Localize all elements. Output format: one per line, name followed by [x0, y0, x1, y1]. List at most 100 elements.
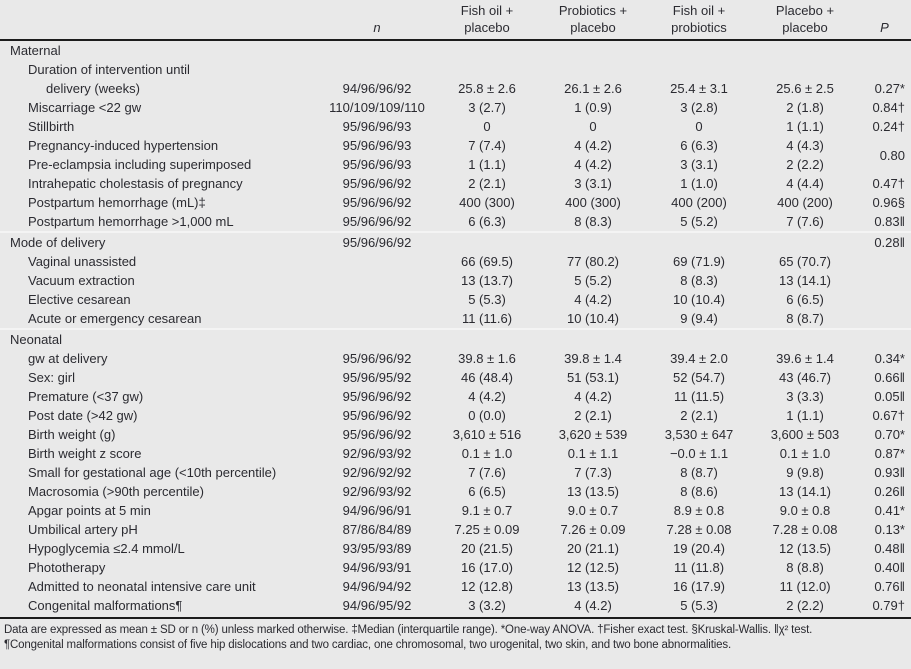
table-row: Postpartum hemorrhage >1,000 mL 95/96/96/… — [0, 212, 911, 232]
footnote-line-1: Data are expressed as mean ± SD or n (%)… — [4, 624, 813, 636]
p-value-cell: 0.05‖ — [874, 389, 905, 404]
p-value-cell: 0.84† — [872, 100, 905, 115]
value-cell: 4 (4.2) — [574, 389, 612, 404]
n-cell: 95/96/96/92 — [342, 408, 412, 423]
p-value-cell: 0.27* — [874, 81, 905, 96]
p-value-cell: 0.83‖ — [874, 214, 905, 229]
value-cell: 400 (300) — [565, 195, 621, 210]
value-cell: 8 (8.3) — [574, 214, 612, 229]
value-cell: 9.1 ± 0.7 — [461, 503, 513, 518]
row-label: Pre-eclampsia including superimposed — [28, 157, 252, 172]
value-cell: 13 (13.5) — [566, 579, 620, 594]
value-cell: 11 (11.8) — [673, 560, 725, 575]
section-value-cell — [646, 328, 752, 349]
section-n-cell — [320, 40, 434, 60]
value-cell: 3 (3.2) — [468, 598, 506, 613]
p-value-cell: 0.47† — [872, 176, 905, 191]
value-cell: 12 (12.8) — [460, 579, 514, 594]
p-value-cell: 0.93‖ — [874, 465, 905, 480]
header-group-4: Placebo + placebo — [752, 0, 858, 41]
value-cell: 13 (14.1) — [778, 273, 832, 288]
value-cell: 1 (1.1) — [468, 157, 506, 172]
value-cell: 0.1 ± 1.1 — [567, 446, 619, 461]
table-row: Birth weight z score 92/96/93/92 0.1 ± 1.0… — [0, 444, 911, 463]
row-label: Birth weight (g) — [28, 427, 116, 442]
n-cell: 95/96/96/92 — [342, 389, 412, 404]
row-label: Vacuum extraction — [28, 273, 135, 288]
value-cell: 2 (2.1) — [468, 176, 506, 191]
value-cell: 10 (10.4) — [566, 311, 620, 326]
value-cell: 2 (1.8) — [786, 100, 824, 115]
table-row: Umbilical artery pH 87/86/84/89 7.25 ± 0.0… — [0, 520, 911, 539]
value-cell: 3 (2.7) — [468, 100, 506, 115]
value-cell: 7 (7.3) — [574, 465, 612, 480]
value-cell: 4 (4.2) — [468, 389, 506, 404]
p-value-cell — [858, 252, 911, 271]
value-cell: 0.1 ± 1.0 — [461, 446, 513, 461]
row-label: Elective cesarean — [28, 292, 131, 307]
n-cell: 92/96/92/92 — [342, 465, 412, 480]
table-row: Pregnancy-induced hypertension 95/96/96/9… — [0, 136, 911, 163]
value-cell: 1 (1.1) — [786, 408, 824, 423]
section-value-cell — [540, 40, 646, 60]
n-cell: 95/96/96/92 — [342, 351, 412, 366]
header-group-1: Fish oil + placebo — [434, 0, 540, 41]
section-row: Neonatal — [0, 328, 911, 349]
row-label: Vaginal unassisted — [28, 254, 137, 269]
value-cell: 1 (1.1) — [786, 119, 824, 134]
p-value-cell: 0.48‖ — [874, 541, 905, 556]
value-cell: 7 (7.6) — [786, 214, 824, 229]
value-cell: 3 (3.1) — [574, 176, 612, 191]
value-cell: 13 (13.7) — [460, 273, 514, 288]
section-value-cell — [752, 328, 858, 349]
header-row: n Fish oil + placebo Probiotics + placeb… — [0, 0, 911, 41]
section-n-cell — [320, 328, 434, 349]
value-cell: 5 (5.2) — [680, 214, 718, 229]
value-cell: 6 (6.3) — [680, 138, 718, 153]
p-value-cell: 0.67† — [872, 408, 905, 423]
value-cell: 13 (14.1) — [778, 484, 832, 499]
row-label: Hypoglycemia ≤2.4 mmol/L — [28, 541, 185, 556]
table-row: Postpartum hemorrhage (mL)‡ 95/96/96/92 40… — [0, 193, 911, 212]
n-cell: 95/96/96/92 — [342, 195, 412, 210]
n-cell: 95/96/96/93 — [342, 138, 412, 153]
n-cell: 110/109/109/110 — [329, 100, 425, 115]
table-row: Vacuum extraction 13 (13.7) 5 (5.2) 8 (8.3)… — [0, 271, 911, 290]
header-group-2-line1: Probiotics + — [558, 3, 628, 18]
value-cell: 77 (80.2) — [566, 254, 620, 269]
value-cell: 400 (300) — [459, 195, 515, 210]
section-value-cell — [434, 40, 540, 60]
section-title: Maternal — [10, 43, 61, 58]
value-cell: 19 (20.4) — [672, 541, 726, 556]
table-row: Elective cesarean 5 (5.3) 4 (4.2) 10 (10.4)… — [0, 290, 911, 309]
value-cell: 2 (2.1) — [680, 408, 718, 423]
table-row: Congenital malformations¶ 94/96/95/92 3 (3… — [0, 596, 911, 615]
value-cell: 0.1 ± 1.0 — [779, 446, 831, 461]
section-value-cell — [434, 231, 540, 252]
section-n-cell: 95/96/96/92 — [320, 231, 434, 252]
table-footnotes: Data are expressed as mean ± SD or n (%)… — [0, 619, 911, 653]
value-cell: 6 (6.5) — [786, 292, 824, 307]
table-row: Apgar points at 5 min 94/96/96/91 9.1 ± 0.… — [0, 501, 911, 520]
value-cell: 39.8 ± 1.4 — [564, 351, 622, 366]
n-cell — [320, 309, 434, 329]
value-cell: 11 (11.6) — [461, 311, 513, 326]
value-cell: 1 (1.0) — [680, 176, 718, 191]
value-cell: −0.0 ± 1.1 — [669, 446, 729, 461]
value-cell: 25.4 ± 3.1 — [670, 81, 728, 96]
footnote-line-2: ¶Congenital malformations consist of fiv… — [4, 639, 732, 651]
p-value-cell — [858, 271, 911, 290]
n-cell: 95/96/96/92 — [342, 214, 412, 229]
value-cell: 3,530 ± 647 — [664, 427, 734, 442]
value-cell: 25.8 ± 2.6 — [458, 81, 516, 96]
value-cell: 20 (21.1) — [566, 541, 620, 556]
p-value-cell: 0.87* — [874, 446, 905, 461]
n-cell: 94/96/96/91 — [342, 503, 412, 518]
p-value-cell: 0.76‖ — [874, 579, 905, 594]
value-cell: 9 (9.8) — [786, 465, 824, 480]
header-group-1-line1: Fish oil + — [460, 3, 514, 18]
value-cell: 20 (21.5) — [460, 541, 514, 556]
value-cell: 0 — [483, 119, 491, 134]
n-cell: 95/96/96/93 — [342, 157, 412, 172]
value-cell: 9.0 ± 0.7 — [567, 503, 619, 518]
